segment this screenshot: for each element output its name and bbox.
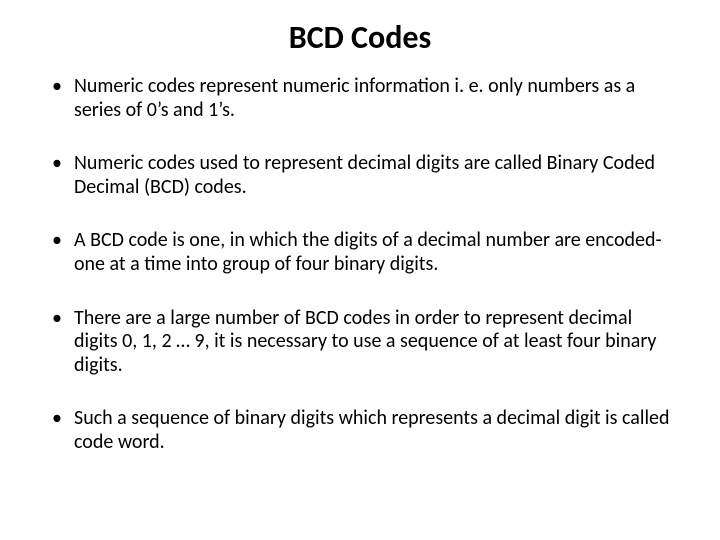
bullet-text: Such a sequence of binary digits which r… (74, 406, 670, 454)
bullet-text: A BCD code is one, in which the digits o… (74, 228, 662, 276)
bullet-item: A BCD code is one, in which the digits o… (48, 229, 672, 276)
bullet-item: Numeric codes represent numeric informat… (48, 75, 672, 122)
bullet-list: Numeric codes represent numeric informat… (48, 75, 672, 455)
bullet-item: Numeric codes used to represent decimal … (48, 152, 672, 199)
bullet-text: There are a large number of BCD codes in… (74, 306, 656, 377)
slide-title: BCD Codes (48, 18, 672, 57)
bullet-text: Numeric codes represent numeric informat… (74, 74, 635, 122)
slide: BCD Codes Numeric codes represent numeri… (0, 0, 720, 540)
bullet-text: Numeric codes used to represent decimal … (74, 151, 655, 199)
bullet-item: Such a sequence of binary digits which r… (48, 407, 672, 454)
bullet-item: There are a large number of BCD codes in… (48, 307, 672, 378)
